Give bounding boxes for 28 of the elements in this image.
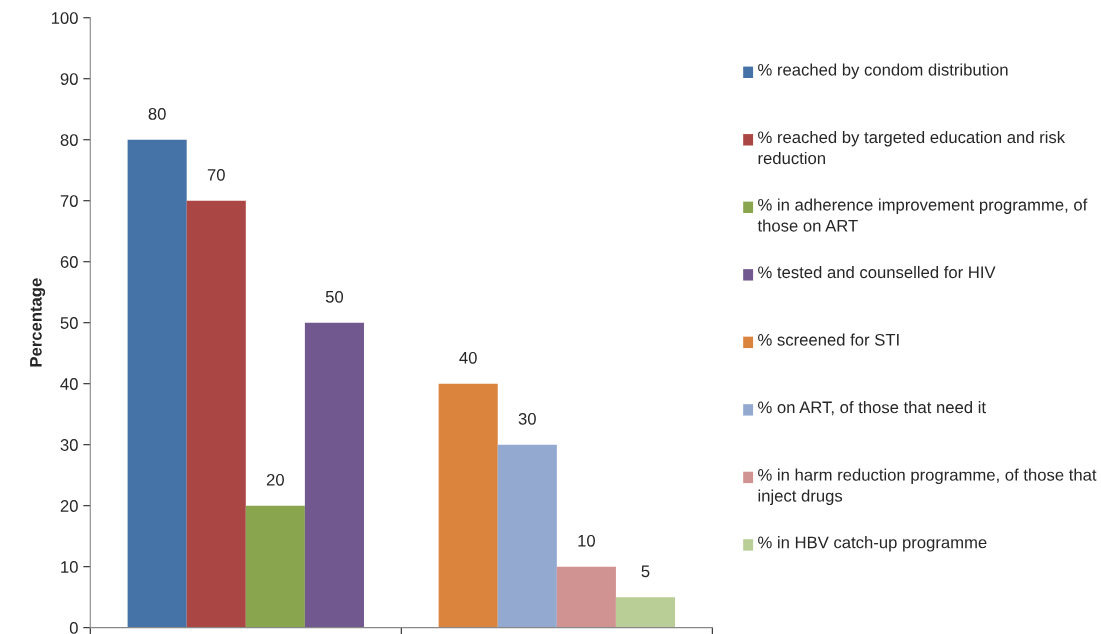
- y-axis-title: Percentage: [30, 278, 46, 367]
- data-label: 50: [325, 290, 344, 303]
- y-tick-label: 30: [60, 439, 78, 451]
- data-label: 5: [641, 565, 650, 578]
- legend-label: % in adherence improvement programme, of those on ART: [757, 198, 1088, 232]
- y-tick-label: 60: [60, 256, 78, 268]
- y-tick-label: 50: [60, 317, 78, 329]
- y-tick-label: 40: [60, 378, 78, 390]
- data-label: 20: [266, 473, 284, 486]
- y-tick-label: 70: [60, 195, 78, 207]
- data-label: 40: [459, 351, 477, 364]
- y-tick-label: 20: [60, 500, 78, 512]
- data-label: 80: [148, 107, 166, 120]
- legend-label: % in harm reduction programme, of those that inject drugs: [758, 468, 1097, 506]
- y-tick-label: 90: [60, 73, 78, 85]
- legend-label: % reached by condom distribution: [758, 63, 1008, 79]
- data-label: 10: [578, 534, 595, 547]
- y-tick-label: 100: [51, 12, 78, 24]
- legend-label: % in HBV catch-up programme: [758, 536, 987, 552]
- y-tick-label: 10: [61, 561, 78, 573]
- legend-label: % on ART, of those that need it: [758, 401, 986, 416]
- legend-label: % reached by targeted education and risk reduction: [758, 130, 1066, 165]
- y-tick-label: 80: [60, 134, 78, 146]
- y-tick-label: 0: [69, 622, 78, 634]
- legend-label: % tested and counselled for HIV: [758, 265, 996, 279]
- data-label: 70: [207, 168, 225, 181]
- legend-label: % screened for STI: [758, 333, 899, 346]
- data-label: 30: [518, 412, 536, 425]
